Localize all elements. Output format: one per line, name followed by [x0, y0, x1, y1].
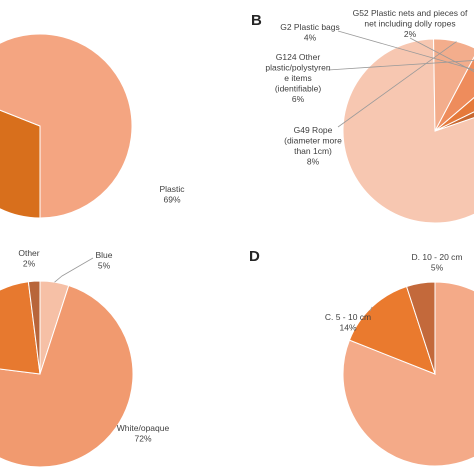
- pie-c-label-blue-value: 5%: [98, 261, 111, 271]
- pie-b-leader-g2: [337, 30, 474, 71]
- pie-a-labels: Plastic 69%: [159, 184, 185, 205]
- pie-b-leader-g124: [327, 60, 474, 71]
- pie-c-label-other-line: Other: [18, 248, 39, 258]
- pie-d-label-d-10-20-cm: D. 10 - 20 cm 5%: [411, 252, 462, 273]
- pie-a-label-plastic-line: Plastic: [159, 184, 185, 194]
- pie-a-slice-plastic: [0, 33, 133, 219]
- pie-b-label-g52-value: 2%: [404, 29, 417, 39]
- pie-d-labels: C. 5 - 10 cm 14% D. 10 - 20 cm 5%: [325, 252, 463, 333]
- pie-d-slice-unlabeled-0: [342, 281, 474, 467]
- pie-d-label-c-5-10-cm: C. 5 - 10 cm 14%: [325, 312, 371, 333]
- pie-d-slices: [342, 281, 474, 467]
- pie-d-leader-c-5-10-cm: [369, 306, 373, 312]
- pie-b-leader-g49-rope: [337, 41, 457, 128]
- pie-b-label-g52: G52 Plastic nets and pieces of net includ…: [353, 8, 468, 39]
- panel-b-letter: B: [251, 12, 262, 29]
- pie-c-label-other-value: 2%: [23, 259, 36, 269]
- pie-c-slice-other: [27, 280, 41, 375]
- pie-b-label-g2-line: G2 Plastic bags: [280, 22, 340, 32]
- pie-d-label-d-10-20-cm-line: D. 10 - 20 cm: [411, 252, 462, 262]
- pie-c-slice-white-opaque: [0, 284, 134, 468]
- panel-d-letter: D: [249, 248, 260, 265]
- pie-d-slice-d-10-20-cm: [405, 281, 436, 375]
- pie-b-slice-g52-plastic-nets-and-pieces-of-net-including-dolly-ropes: [434, 111, 474, 132]
- pie-a-label-plastic-value: 69%: [163, 195, 180, 205]
- pie-b-label-g52-line: net including dolly ropes: [364, 19, 455, 29]
- pie-b-label-g49-rope-line: G49 Rope: [294, 125, 333, 135]
- pie-c-labels: Blue 5% White/opaque 72% Other 2%: [18, 248, 169, 444]
- pie-c-label-white-opaque: White/opaque 72%: [117, 423, 170, 444]
- pie-c-leaders: [54, 257, 94, 283]
- pie-b-label-g124: G124 Other plastic/polystyren e items (iden…: [265, 52, 330, 104]
- pie-b-leaders: [327, 30, 474, 128]
- pie-b-label-g2-value: 4%: [304, 33, 317, 43]
- pie-b-label-g49-rope-value: 8%: [307, 157, 320, 167]
- pie-panel-b: B G49 Rope (diameter more than 1cm) 8% G124 …: [251, 8, 474, 224]
- pie-c-label-white-opaque-line: White/opaque: [117, 423, 170, 433]
- pie-c-label-blue: Blue 5%: [95, 250, 112, 271]
- pie-b-label-g124-line: G124 Other: [276, 52, 321, 62]
- pie-c-slice-unlabeled-2: [0, 281, 41, 375]
- pie-panel-c: Blue 5% White/opaque 72% Other 2%: [0, 248, 169, 468]
- pie-b-label-g124-value: 6%: [292, 94, 305, 104]
- pie-panel-d: D C. 5 - 10 cm 14% D. 10 - 20 cm 5%: [249, 248, 474, 467]
- pie-b-label-g124-line: (identifiable): [275, 84, 321, 94]
- pie-b-label-g49-rope: G49 Rope (diameter more than 1cm) 8%: [284, 125, 342, 167]
- pie-b-labels: G49 Rope (diameter more than 1cm) 8% G124 Ot…: [265, 8, 468, 167]
- pie-a-slices: [0, 33, 133, 219]
- pie-b-label-g49-rope-line: than 1cm): [294, 146, 332, 156]
- pie-d-label-d-10-20-cm-value: 5%: [431, 263, 444, 273]
- pie-panel-a: [0, 33, 133, 219]
- pie-b-leader-g52: [409, 37, 474, 73]
- pie-a-slice-unlabeled-0: [0, 109, 41, 219]
- pie-b-label-g52-line: G52 Plastic nets and pieces of: [353, 8, 468, 18]
- pie-b-slice-g2-plastic-bags: [434, 97, 474, 132]
- pie-c-slices: [0, 280, 134, 468]
- pie-d-leaders: [369, 306, 373, 312]
- pie-d-label-c-5-10-cm-value: 14%: [339, 323, 356, 333]
- pie-b-slice-unlabeled-0: [342, 38, 474, 224]
- pie-b-label-g124-line: e items: [284, 73, 311, 83]
- pie-b-slices: [342, 38, 474, 224]
- pie-c-label-white-opaque-value: 72%: [134, 434, 151, 444]
- pie-c-label-blue-line: Blue: [95, 250, 112, 260]
- pie-c-leader-blue: [54, 257, 94, 283]
- pie-b-label-g124-line: plastic/polystyren: [265, 63, 330, 73]
- pie-d-label-c-5-10-cm-line: C. 5 - 10 cm: [325, 312, 371, 322]
- pie-b-label-g49-rope-line: (diameter more: [284, 136, 342, 146]
- pie-b-slice-g124-other-plastic-polystyrene-items-identifiable: [434, 56, 474, 132]
- pie-a-label-plastic: Plastic 69%: [159, 184, 185, 205]
- pie-b-label-g2: G2 Plastic bags 4%: [280, 22, 340, 43]
- pie-c-label-other: Other 2%: [18, 248, 39, 269]
